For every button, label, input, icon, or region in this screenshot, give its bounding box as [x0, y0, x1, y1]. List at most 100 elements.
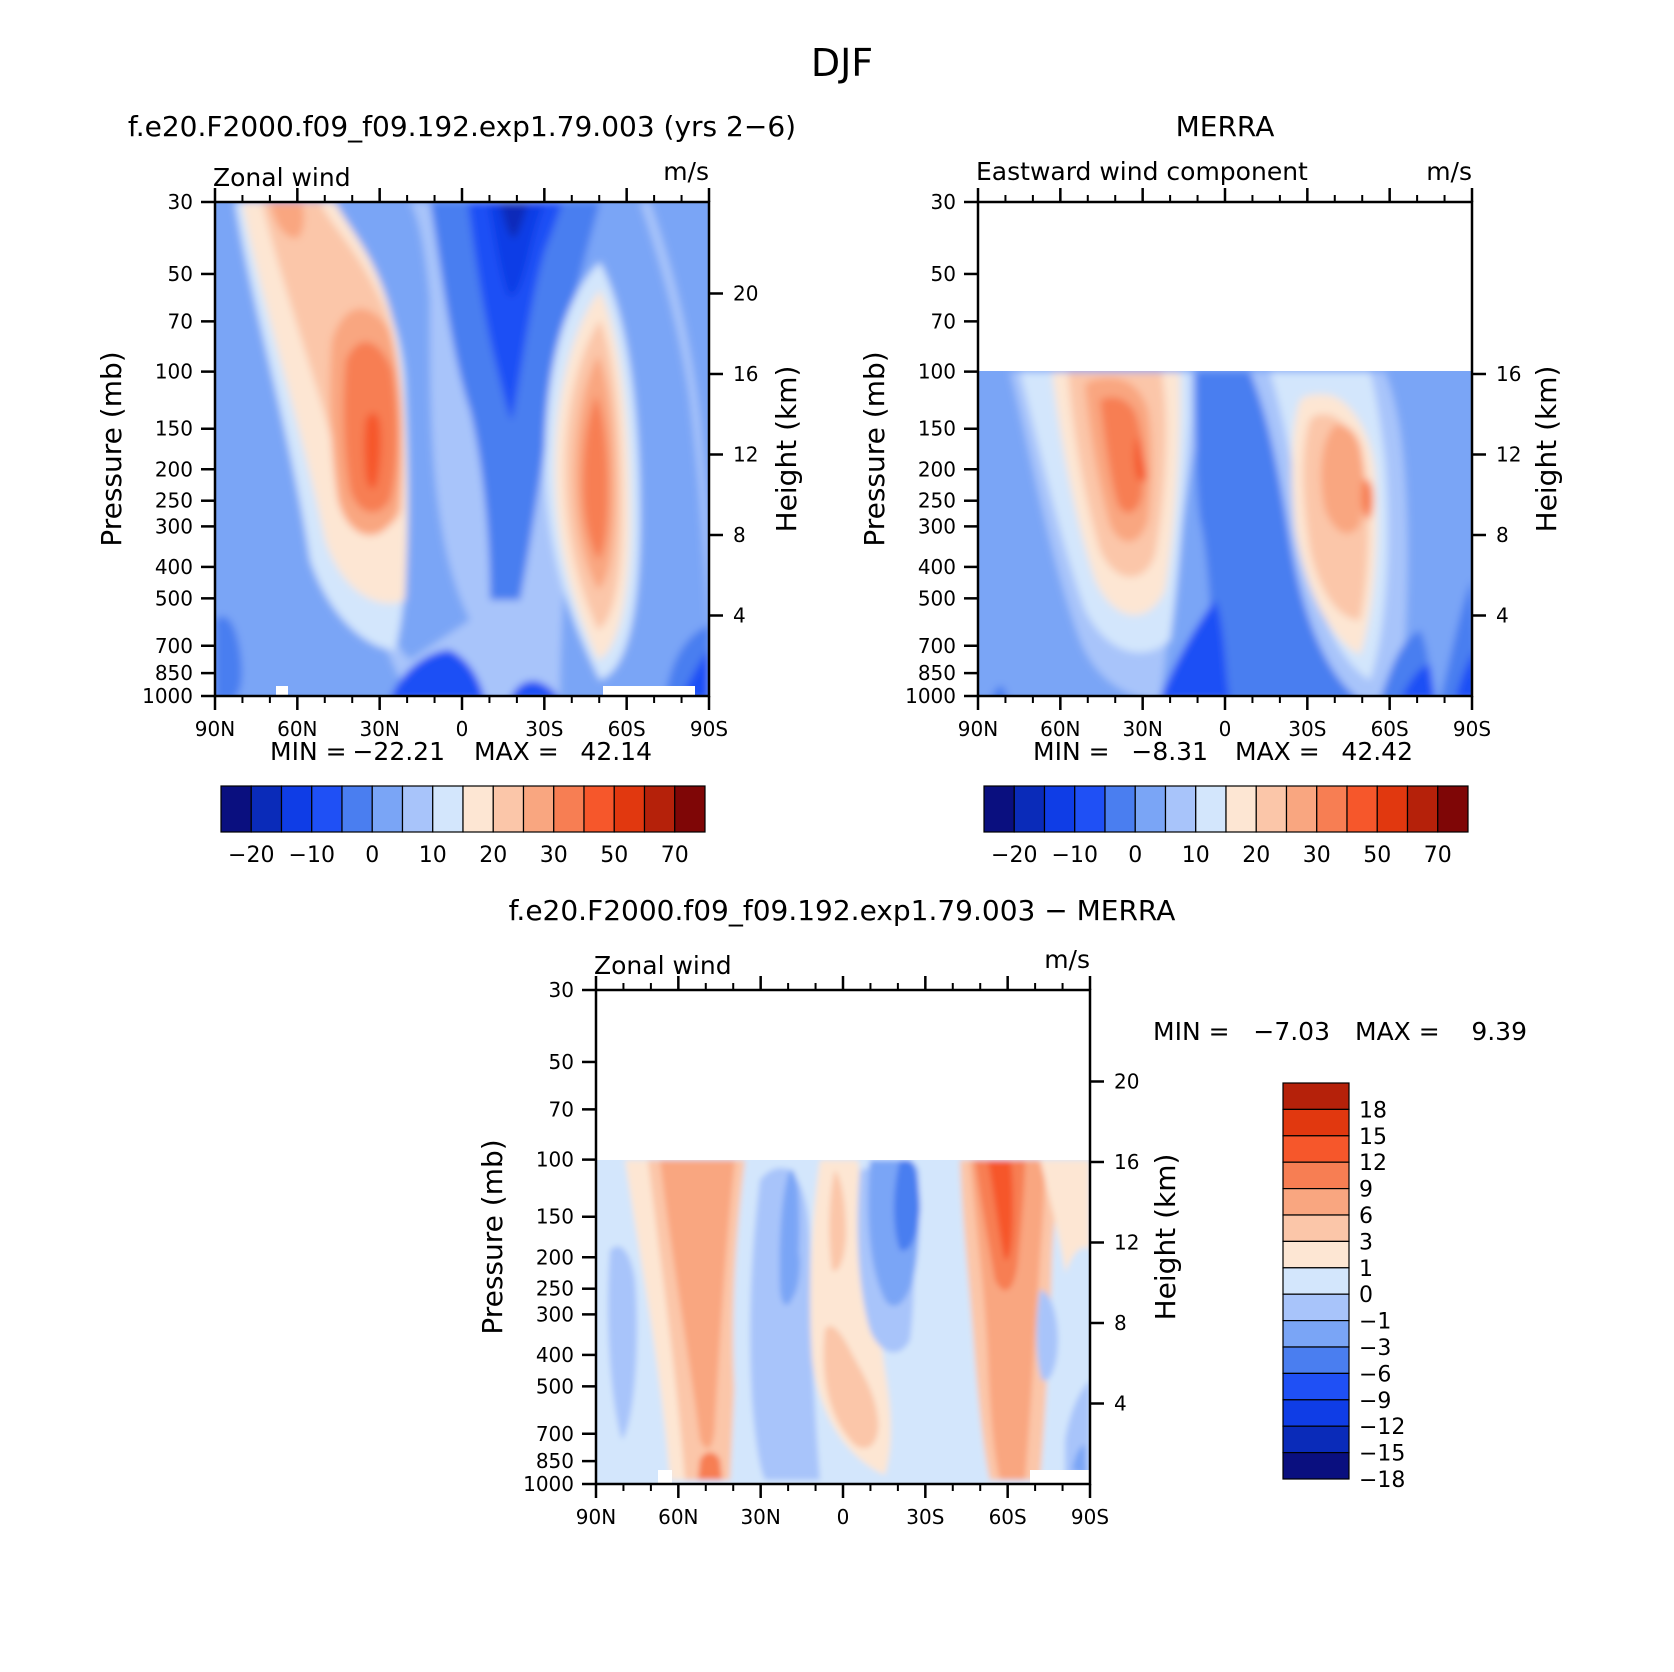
panel-merra: MERRA Eastward wind component m/s — [858, 110, 1563, 868]
colorbar-label: −20 — [228, 843, 274, 868]
axes: 90N 60N 30N 0 30S 60S 90S 30 50 70 100 150 200 250300… — [142, 188, 758, 741]
colorbar-box — [1282, 1372, 1350, 1401]
colorbar-label: 70 — [661, 843, 689, 868]
y-tick-label: 300 — [155, 514, 193, 538]
colorbar-box — [1225, 785, 1257, 833]
colorbar-label: 50 — [600, 843, 628, 868]
colorbar: −20 −10 0 10 20 30 50 70 — [983, 785, 1469, 868]
y-tick-label: 70 — [549, 1097, 574, 1121]
panel-difference: f.e20.F2000.f09_f09.192.exp1.79.003 − ME… — [476, 894, 1527, 1529]
variable-label: Eastward wind component — [976, 157, 1308, 186]
min-value: −7.03 — [1253, 1017, 1330, 1046]
x-tick-label: 30S — [906, 1505, 944, 1529]
colorbar-box — [1282, 1187, 1350, 1216]
colorbar-label: 70 — [1424, 843, 1452, 868]
y-tick-label: 150 — [918, 417, 956, 441]
colorbar-box — [1134, 785, 1167, 833]
y-tick-label: 400 — [918, 555, 956, 579]
colorbar-box — [311, 785, 343, 833]
y-tick-label: 50 — [549, 1050, 574, 1074]
x-tick-label: 60N — [658, 1505, 698, 1529]
colorbar: −20 −10 0 10 20 30 50 70 — [220, 785, 706, 868]
y-tick-label: 500 — [536, 1374, 574, 1398]
max-value: 42.42 — [1341, 737, 1413, 766]
colorbar-label: −18 — [1359, 1468, 1405, 1493]
colorbar-box — [220, 785, 252, 833]
colorbar-label: −20 — [991, 843, 1037, 868]
axes: 90N 60N 30N 0 30S 60S 90S 30 50 70 100 150 200 250300… — [905, 188, 1521, 741]
y-tick-label: 1000 — [142, 684, 193, 708]
colorbar-box — [1282, 1399, 1350, 1427]
y2-tick-label: 12 — [733, 442, 758, 466]
x-tick-label: 0 — [1219, 717, 1232, 741]
y-tick-label: 250 — [918, 489, 956, 513]
y-tick-label: 100 — [155, 360, 193, 384]
max-label: MAX = — [1235, 737, 1320, 766]
colorbar-box — [1282, 1293, 1350, 1322]
panel-model: f.e20.F2000.f09_f09.192.exp1.79.003 (yrs… — [95, 110, 803, 868]
colorbar-label: −9 — [1359, 1389, 1391, 1414]
colorbar-label: 6 — [1359, 1204, 1373, 1229]
y-tick-label: 30 — [549, 978, 574, 1002]
y-tick-label: 200 — [155, 457, 193, 481]
figure-title: DJF — [811, 41, 873, 85]
colorbar-label: 18 — [1359, 1098, 1387, 1123]
colorbar-box — [1406, 785, 1439, 833]
colorbar-label: 9 — [1359, 1178, 1373, 1203]
y-tick-label: 100 — [918, 360, 956, 384]
units-label: m/s — [663, 157, 709, 186]
panel-title: MERRA — [1176, 110, 1275, 143]
x-tick-label: 60N — [277, 717, 317, 741]
colorbar-label: −1 — [1359, 1310, 1391, 1335]
colorbar-label: −10 — [289, 843, 335, 868]
colorbar-box — [1285, 785, 1318, 833]
y2-tick-label: 12 — [1114, 1230, 1139, 1254]
colorbar-label: 0 — [365, 843, 379, 868]
y2-tick-label: 4 — [733, 603, 746, 627]
y2-axis-label: Height (km) — [1530, 366, 1563, 533]
colorbar-box — [553, 785, 585, 833]
y2-tick-label: 16 — [1114, 1150, 1139, 1174]
colorbar-box — [401, 785, 434, 833]
colorbar-box — [1043, 785, 1076, 833]
colorbar-box — [1282, 1082, 1350, 1110]
y2-tick-label: 4 — [1496, 603, 1509, 627]
x-tick-label: 60N — [1040, 717, 1080, 741]
y-axis-label: Pressure (mb) — [95, 351, 128, 546]
y2-tick-label: 20 — [1114, 1069, 1139, 1093]
colorbar-box — [983, 785, 1015, 833]
x-tick-label: 0 — [837, 1505, 850, 1529]
colorbar-box — [522, 785, 555, 833]
colorbar-label: 15 — [1359, 1125, 1387, 1150]
colorbar-label: 0 — [1359, 1283, 1373, 1308]
max-label: MAX = — [474, 737, 559, 766]
colorbar-box — [1282, 1108, 1350, 1137]
colorbar-box — [1074, 785, 1106, 833]
x-tick-label: 30S — [1288, 717, 1326, 741]
y-tick-label: 850 — [536, 1449, 574, 1473]
y-tick-label: 1000 — [523, 1472, 574, 1496]
x-tick-label: 30S — [525, 717, 563, 741]
contour-field — [215, 202, 709, 696]
units-label: m/s — [1426, 157, 1472, 186]
y-tick-label: 400 — [536, 1343, 574, 1367]
min-label: MIN = — [270, 737, 347, 766]
x-tick-label: 90S — [1071, 1505, 1109, 1529]
colorbar-label: −10 — [1052, 843, 1098, 868]
x-tick-label: 60S — [989, 1505, 1027, 1529]
y2-tick-label: 16 — [733, 362, 758, 386]
y-tick-label: 300 — [536, 1302, 574, 1326]
max-label: MAX = — [1355, 1017, 1440, 1046]
x-tick-label: 30N — [740, 1505, 780, 1529]
colorbar-label: −3 — [1359, 1336, 1391, 1361]
colorbar-label: −6 — [1359, 1362, 1391, 1387]
min-value: −8.31 — [1131, 737, 1208, 766]
x-tick-label: 90N — [576, 1505, 616, 1529]
y-tick-label: 150 — [536, 1205, 574, 1229]
axes: 90N 60N 30N 0 30S 60S 90S 30 50 70 100 150 200 250300… — [523, 976, 1139, 1529]
colorbar-label: 50 — [1363, 843, 1391, 868]
x-tick-label: 90S — [690, 717, 728, 741]
y-tick-label: 250 — [536, 1277, 574, 1301]
colorbar-box — [1282, 1425, 1350, 1454]
